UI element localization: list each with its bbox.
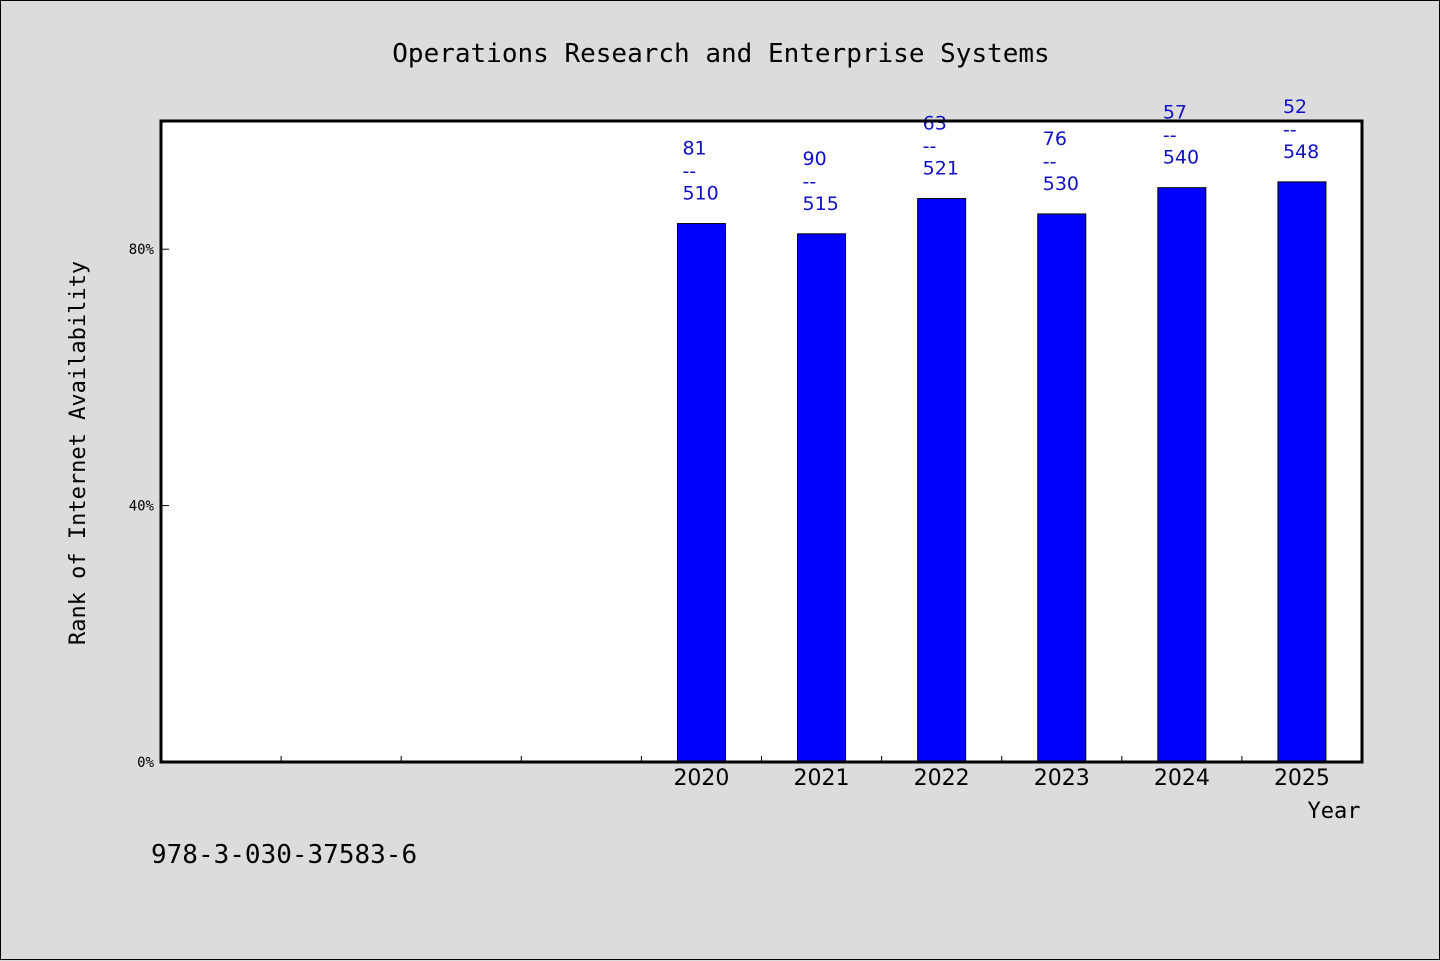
data-label-separator-2021: -- xyxy=(803,171,817,193)
y-axis-ticks: 0% 40% 80% xyxy=(129,242,169,771)
x-tick-label-2023: 2023 xyxy=(1034,766,1090,791)
data-label-separator-2022: -- xyxy=(923,136,937,158)
data-label-separator-2023: -- xyxy=(1043,151,1057,173)
data-label-separator-2025: -- xyxy=(1283,119,1297,141)
data-label-bottom-2022: 521 xyxy=(923,158,959,180)
data-label-top-2025: 52 xyxy=(1283,96,1307,118)
x-tick-label-2020: 2020 xyxy=(673,766,729,791)
data-label-top-2021: 90 xyxy=(803,148,827,170)
data-label-bottom-2021: 515 xyxy=(803,193,839,215)
x-tick-label-2025: 2025 xyxy=(1274,766,1330,791)
chart-title: Operations Research and Enterprise Syste… xyxy=(392,39,1049,69)
x-axis-tick-labels: 2020 2021 2022 2023 2024 2025 xyxy=(673,766,1329,791)
data-label-bottom-2024: 540 xyxy=(1163,147,1199,169)
data-label-separator-2024: -- xyxy=(1163,125,1177,147)
x-tick-label-2021: 2021 xyxy=(794,766,850,791)
bar-2024 xyxy=(1157,187,1207,763)
plot-border xyxy=(159,119,1364,764)
bars-group xyxy=(676,181,1327,763)
bar-2020 xyxy=(676,223,726,763)
x-tick-label-2022: 2022 xyxy=(914,766,970,791)
data-label-separator-2020: -- xyxy=(682,161,696,183)
bar-2023 xyxy=(1037,213,1087,763)
y-tick-label: 80% xyxy=(129,242,155,258)
bar-2025 xyxy=(1277,181,1327,763)
bar-2021 xyxy=(797,233,847,763)
y-tick-label: 0% xyxy=(137,755,154,771)
data-label-bottom-2020: 510 xyxy=(682,183,718,205)
data-label-bottom-2025: 548 xyxy=(1283,141,1319,163)
y-tick-label: 40% xyxy=(129,499,155,515)
x-tick-label-2024: 2024 xyxy=(1154,766,1210,791)
y-axis-label: Rank of Internet Availability xyxy=(66,261,91,645)
x-axis-label: Year xyxy=(1308,799,1361,824)
bar-2022 xyxy=(917,198,967,763)
data-label-bottom-2023: 530 xyxy=(1043,173,1079,195)
data-label-top-2023: 76 xyxy=(1043,128,1067,150)
data-label-top-2022: 63 xyxy=(923,113,947,135)
data-label-top-2024: 57 xyxy=(1163,102,1187,124)
data-label-top-2020: 81 xyxy=(682,138,706,160)
data-labels-group: 81--51090--51563--52176--53057--54052--5… xyxy=(682,96,1319,215)
isbn-text: 978-3-030-37583-6 xyxy=(151,840,417,870)
